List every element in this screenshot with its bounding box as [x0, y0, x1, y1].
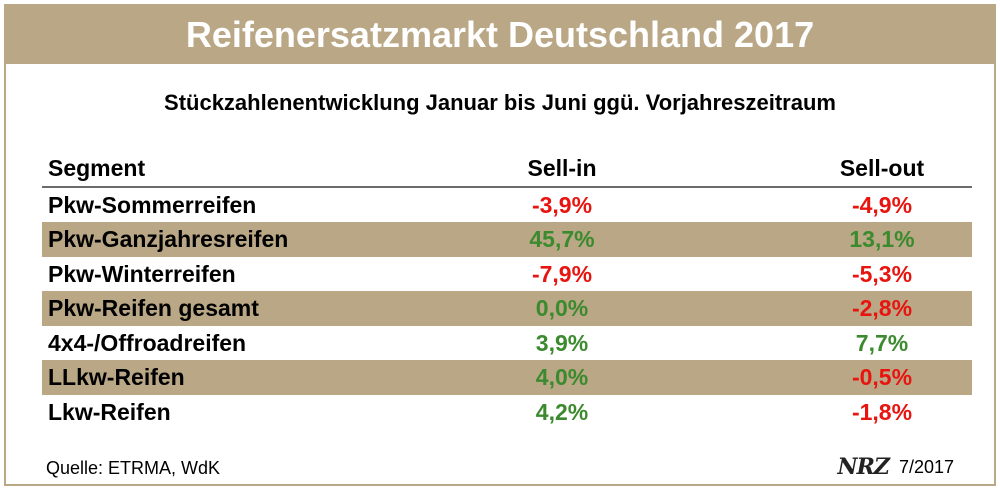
- row-spacer: [642, 222, 802, 257]
- row-spacer: [642, 187, 802, 223]
- sell-in-value: -3,9%: [531, 191, 593, 218]
- source-note: Quelle: ETRMA, WdK: [46, 458, 221, 478]
- row-spacer: [642, 291, 802, 326]
- sell-in-value: 3,9%: [535, 329, 589, 356]
- table-header-row: Segment Sell-in Sell-out: [42, 151, 972, 187]
- nrz-logo: NRZ: [837, 454, 889, 480]
- footer-brand: NRZ 7/2017: [837, 454, 954, 480]
- segment-cell: 4x4-/Offroadreifen: [48, 329, 247, 356]
- sell-in-value: 4,0%: [482, 360, 642, 395]
- row-spacer: [642, 326, 802, 361]
- segment-cell: Pkw-Sommerreifen: [48, 191, 257, 218]
- row-spacer-end: [962, 291, 972, 326]
- table-row: 4x4-/Offroadreifen 3,9% 7,7%: [42, 326, 972, 361]
- column-spacer: [642, 151, 802, 187]
- row-spacer-end: [962, 257, 972, 292]
- column-header-sell-in: Sell-in: [527, 155, 597, 181]
- column-header-segment: Segment: [48, 155, 146, 181]
- publication-date: 7/2017: [898, 456, 954, 477]
- table-row: Pkw-Winterreifen -7,9% -5,3%: [42, 257, 972, 292]
- sell-in-value: 4,2%: [535, 398, 589, 425]
- row-spacer-end: [962, 360, 972, 395]
- chart-subtitle: Stückzahlenentwicklung Januar bis Juni g…: [164, 90, 836, 115]
- column-spacer-end: [962, 151, 972, 187]
- sell-in-value: -7,9%: [531, 260, 593, 287]
- row-spacer-end: [962, 187, 972, 223]
- row-spacer-end: [962, 395, 972, 430]
- sell-out-value: -5,3%: [851, 260, 913, 287]
- table-row: LLkw-Reifen 4,0% -0,5%: [42, 360, 972, 395]
- table-row: Pkw-Sommerreifen -3,9% -4,9%: [42, 187, 972, 223]
- data-table: Segment Sell-in Sell-out Pkw-Sommerreife…: [42, 151, 972, 429]
- segment-cell: Lkw-Reifen: [48, 398, 171, 425]
- table-row: Lkw-Reifen 4,2% -1,8%: [42, 395, 972, 430]
- table-body: Pkw-Sommerreifen -3,9% -4,9% Pkw-Ganzjahres…: [42, 187, 972, 430]
- sell-out-value: -2,8%: [802, 291, 962, 326]
- sell-in-value: 45,7%: [482, 222, 642, 257]
- segment-cell: Pkw-Ganzjahresreifen: [42, 222, 482, 257]
- segment-cell: LLkw-Reifen: [42, 360, 482, 395]
- chart-title: Reifenersatzmarkt Deutschland 2017: [6, 6, 994, 64]
- row-spacer-end: [962, 326, 972, 361]
- sell-out-value: -1,8%: [851, 398, 913, 425]
- sell-out-value: -0,5%: [802, 360, 962, 395]
- row-spacer: [642, 257, 802, 292]
- table-row: Pkw-Ganzjahresreifen 45,7% 13,1%: [42, 222, 972, 257]
- sell-in-value: 0,0%: [482, 291, 642, 326]
- column-header-sell-out: Sell-out: [839, 155, 925, 181]
- row-spacer: [642, 360, 802, 395]
- row-spacer-end: [962, 222, 972, 257]
- chart-frame: Reifenersatzmarkt Deutschland 2017 Stück…: [4, 4, 996, 486]
- segment-cell: Pkw-Reifen gesamt: [42, 291, 482, 326]
- sell-out-value: 13,1%: [802, 222, 962, 257]
- sell-out-value: 7,7%: [855, 329, 909, 356]
- table-row: Pkw-Reifen gesamt 0,0% -2,8%: [42, 291, 972, 326]
- row-spacer: [642, 395, 802, 430]
- sell-out-value: -4,9%: [851, 191, 913, 218]
- segment-cell: Pkw-Winterreifen: [48, 260, 236, 287]
